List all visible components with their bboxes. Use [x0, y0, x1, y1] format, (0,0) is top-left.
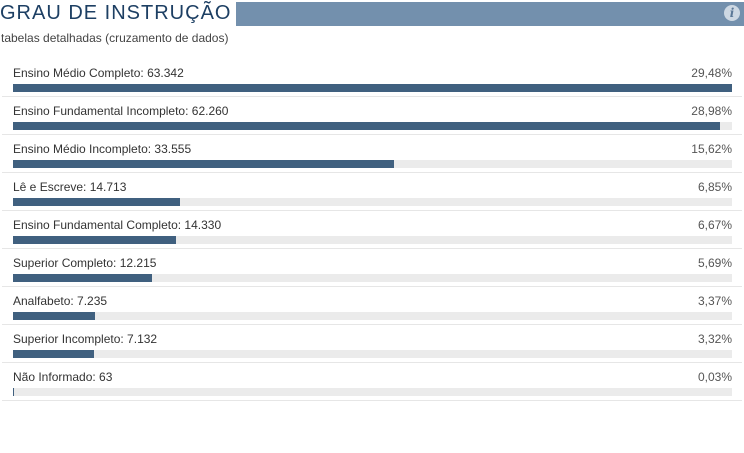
bar-row: Superior Completo: 12.215 5,69% [2, 249, 742, 287]
bar-fill [13, 122, 720, 130]
bar-label: Lê e Escreve: 14.713 [13, 180, 127, 194]
bar-row: Ensino Fundamental Incompleto: 62.260 28,… [2, 97, 742, 135]
bar-label: Ensino Fundamental Incompleto: 62.260 [13, 104, 229, 118]
bar-track [13, 198, 732, 206]
bar-percent: 3,32% [697, 332, 732, 346]
bar-label: Analfabeto: 7.235 [13, 294, 108, 308]
bar-row: Não Informado: 63 0,03% [2, 363, 742, 401]
bar-row: Analfabeto: 7.235 3,37% [2, 287, 742, 325]
info-icon[interactable]: i [724, 5, 740, 21]
bar-track [13, 312, 732, 320]
detailed-tables-link[interactable]: tabelas detalhadas (cruzamento de dados) [1, 31, 229, 45]
bar-label: Superior Completo: 12.215 [13, 256, 157, 270]
bar-label: Ensino Médio Completo: 63.342 [13, 66, 184, 80]
bar-track [13, 236, 732, 244]
bar-row: Superior Incompleto: 7.132 3,32% [2, 325, 742, 363]
bar-row: Ensino Fundamental Completo: 14.330 6,67% [2, 211, 742, 249]
bar-fill [13, 198, 180, 206]
bar-percent: 0,03% [697, 370, 732, 384]
bar-row: Ensino Médio Completo: 63.342 29,48% [2, 59, 742, 97]
bar-percent: 5,69% [697, 256, 732, 270]
bar-row: Ensino Médio Incompleto: 33.555 15,62% [2, 135, 742, 173]
bar-track [13, 160, 732, 168]
bar-fill [13, 160, 394, 168]
bar-percent: 15,62% [691, 142, 732, 156]
bar-label: Superior Incompleto: 7.132 [13, 332, 158, 346]
bar-percent: 28,98% [691, 104, 732, 118]
bar-fill [13, 236, 176, 244]
bar-track [13, 122, 732, 130]
bar-track [13, 274, 732, 282]
bar-fill [13, 350, 94, 358]
bar-label: Não Informado: 63 [13, 370, 113, 384]
bar-label: Ensino Fundamental Completo: 14.330 [13, 218, 222, 232]
bar-row: Lê e Escreve: 14.713 6,85% [2, 173, 742, 211]
bar-percent: 3,37% [697, 294, 732, 308]
bar-percent: 6,67% [697, 218, 732, 232]
bar-list: Ensino Médio Completo: 63.342 29,48% Ensin… [0, 59, 744, 401]
bar-fill [13, 388, 14, 396]
title-band: i [212, 2, 744, 26]
bar-label: Ensino Médio Incompleto: 33.555 [13, 142, 192, 156]
bar-track [13, 350, 732, 358]
section-header: i GRAU DE INSTRUÇÃO [0, 0, 744, 26]
bar-percent: 29,48% [691, 66, 732, 80]
bar-fill [13, 84, 732, 92]
bar-track [13, 388, 732, 396]
bar-percent: 6,85% [697, 180, 732, 194]
bar-fill [13, 274, 152, 282]
bar-track [13, 84, 732, 92]
bar-fill [13, 312, 95, 320]
section-title: GRAU DE INSTRUÇÃO [0, 0, 237, 26]
